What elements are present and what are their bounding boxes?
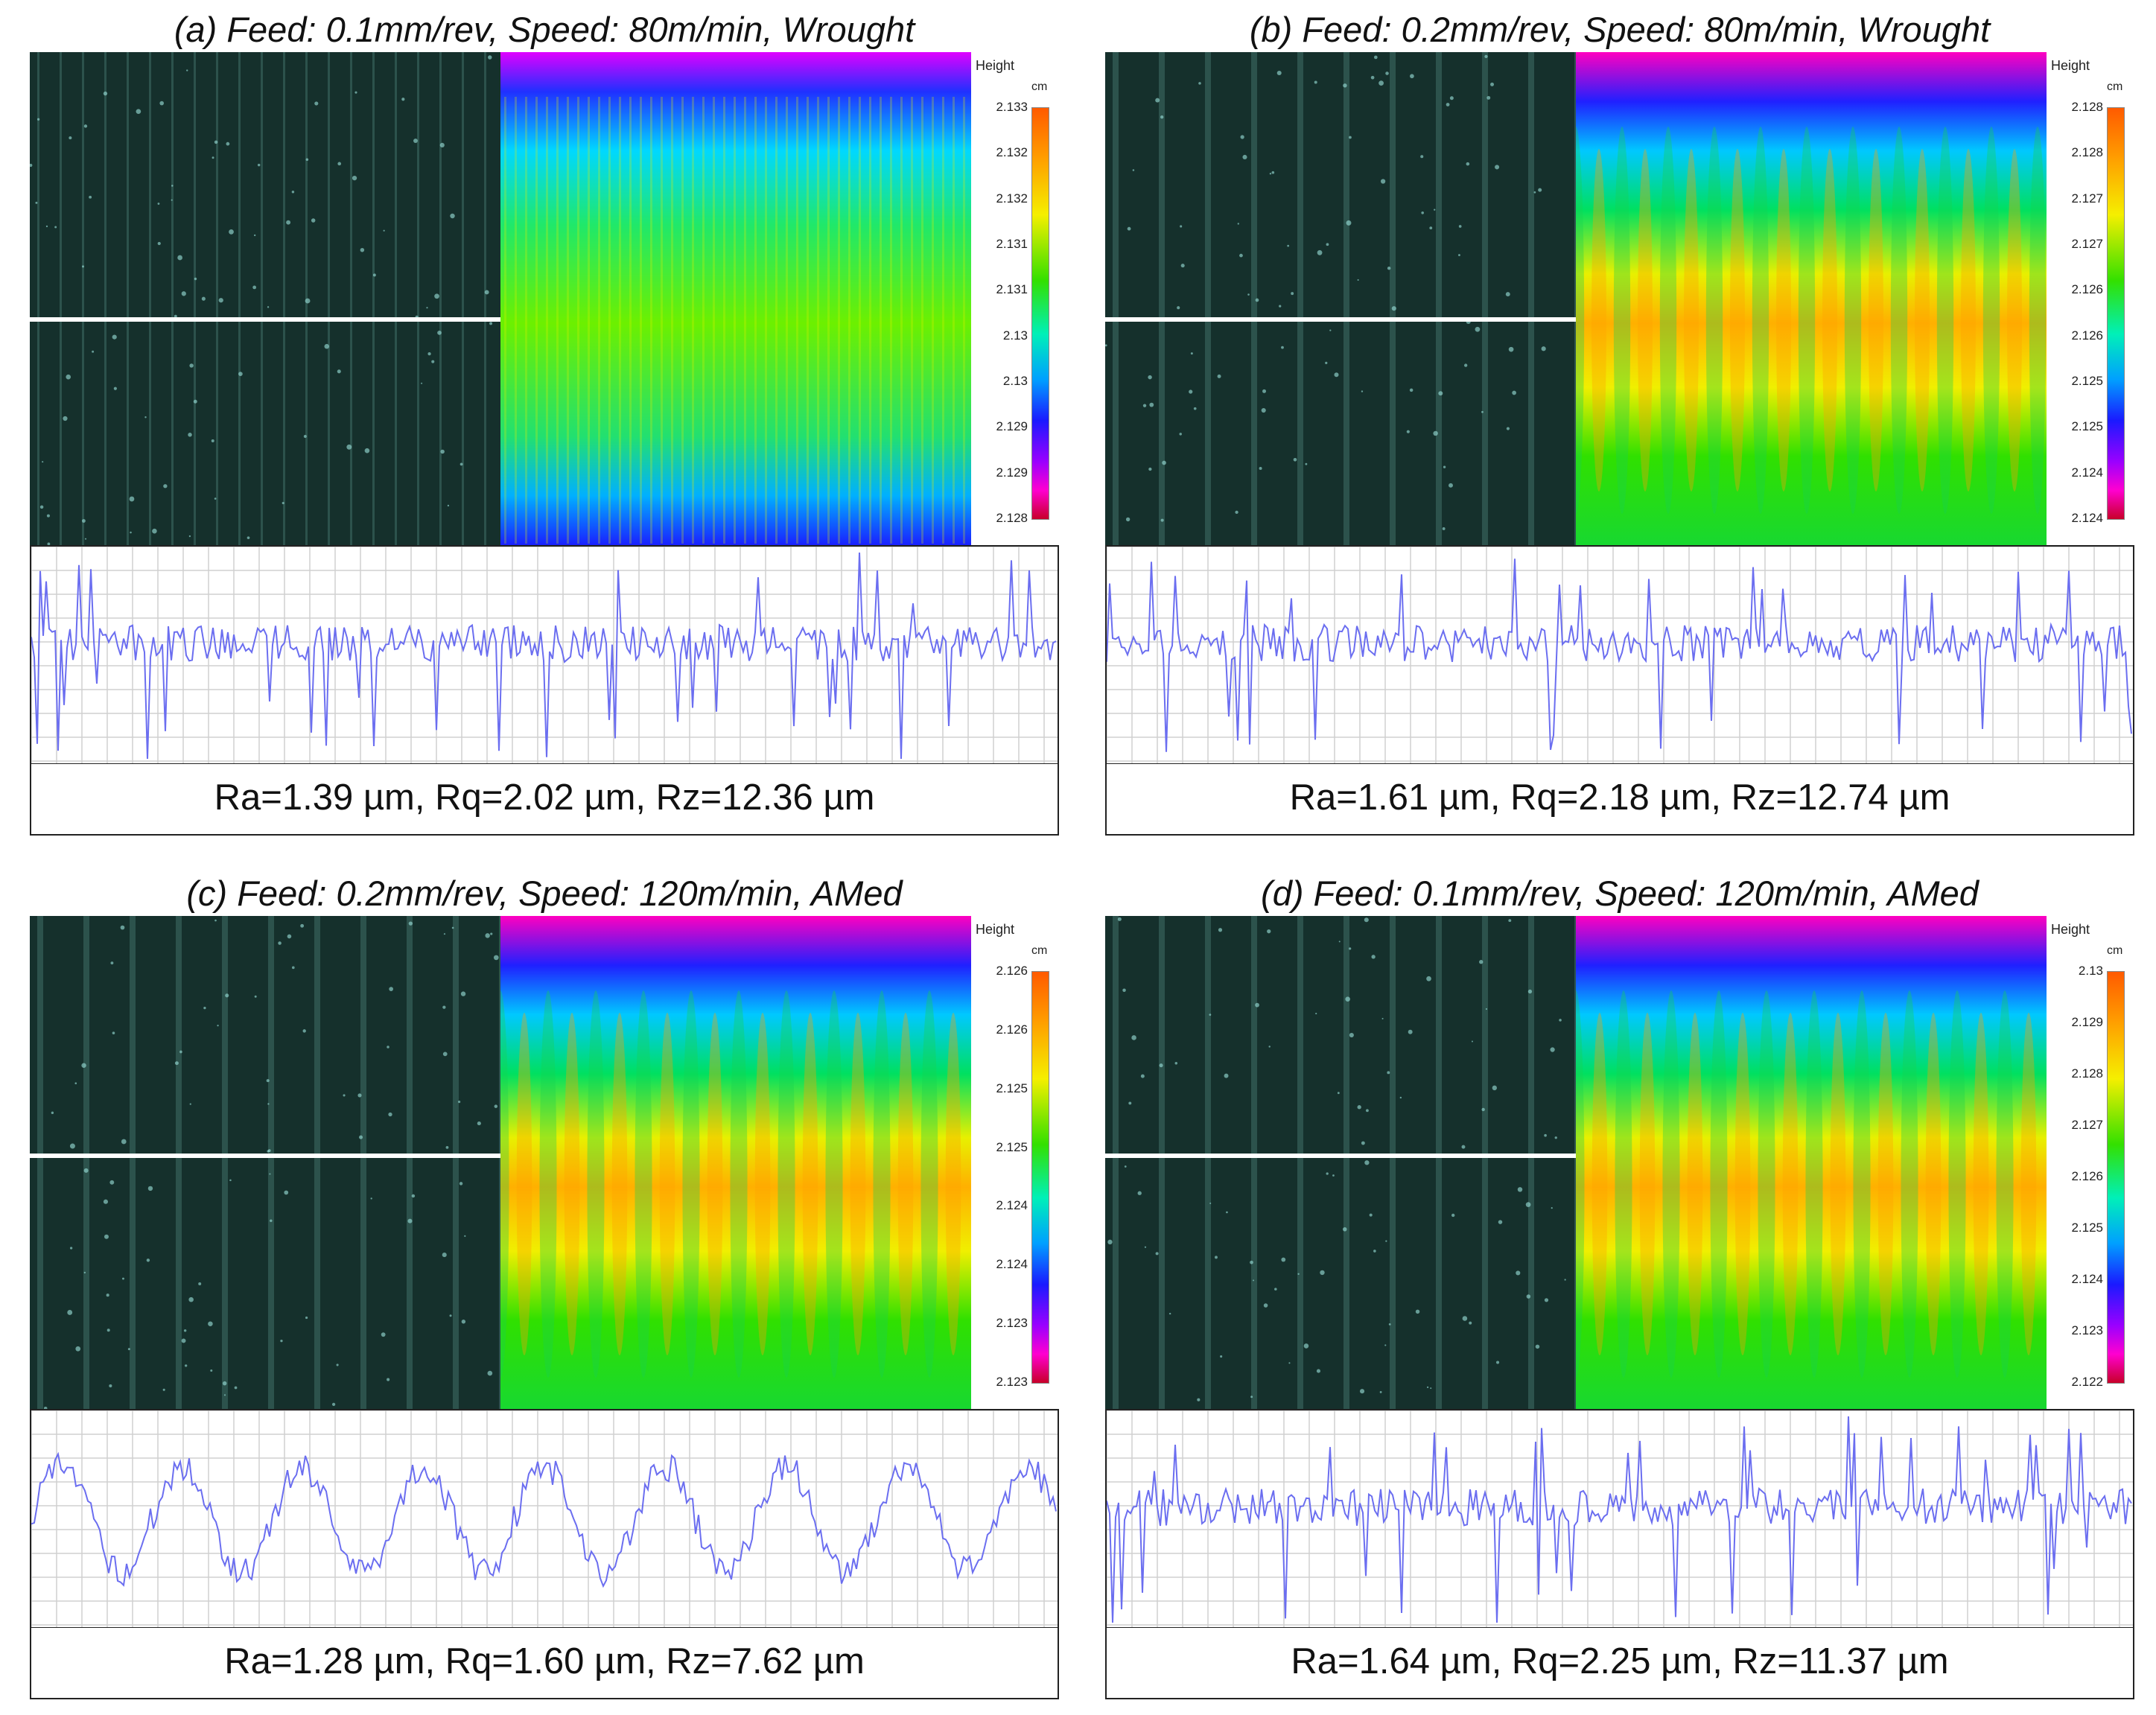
- scale-unit: cm: [2107, 944, 2123, 957]
- height-map-image: [500, 916, 971, 1409]
- roughness-metrics: Ra=1.61 µm, Rq=2.18 µm, Rz=12.74 µm: [1289, 777, 1950, 818]
- scale-title: Height: [976, 58, 1015, 73]
- scale-tick-label: 2.126: [2071, 1169, 2103, 1183]
- scale-tick-label: 2.127: [2071, 1118, 2103, 1132]
- color-scale: Height cm 2.133 2.132 2.132 2.131 2.131 2.13 2…: [974, 52, 1059, 545]
- scale-tick-label: 2.127: [2071, 237, 2103, 251]
- scale-tick-label: 2.131: [996, 237, 1028, 251]
- scale-tick-label: 2.122: [2071, 1375, 2103, 1389]
- micrograph-image: [1105, 916, 1576, 1409]
- scale-tick-label: 2.124: [996, 1257, 1028, 1272]
- scale-tick-label: 2.128: [996, 511, 1028, 525]
- scale-tick-label: 2.124: [996, 1198, 1028, 1213]
- panel-c: (c) Feed: 0.2mm/rev, Speed: 120m/min, AM…: [30, 871, 1059, 1699]
- color-scale: Height cm 2.128 2.128 2.127 2.127 2.126 2.126…: [2050, 52, 2134, 545]
- roughness-profile: Ra=1.28 µm, Rq=1.60 µm, Rz=7.62 µm: [30, 1409, 1059, 1699]
- scale-tick-label: 2.129: [996, 419, 1028, 434]
- roughness-profile: Ra=1.39 µm, Rq=2.02 µm, Rz=12.36 µm: [30, 545, 1059, 836]
- height-map-image: [1576, 52, 2047, 545]
- scale-tick-label: 2.123: [996, 1375, 1028, 1389]
- scale-tick-label: 2.124: [2071, 511, 2103, 525]
- scale-tick-label: 2.13: [1002, 374, 1028, 388]
- scale-tick-label: 2.13: [1002, 328, 1028, 343]
- scale-colorbar: [2107, 107, 2125, 520]
- scale-tick-label: 2.128: [2071, 1066, 2103, 1081]
- scale-tick-label: 2.126: [2071, 328, 2103, 343]
- roughness-metrics: Ra=1.64 µm, Rq=2.25 µm, Rz=11.37 µm: [1291, 1641, 1949, 1681]
- scale-tick-label: 2.125: [2071, 419, 2103, 434]
- scale-title: Height: [2051, 922, 2090, 937]
- scale-tick-label: 2.129: [996, 465, 1028, 480]
- scale-title: Height: [2051, 58, 2090, 73]
- roughness-profile: Ra=1.61 µm, Rq=2.18 µm, Rz=12.74 µm: [1105, 545, 2134, 836]
- panel-title: (b) Feed: 0.2mm/rev, Speed: 80m/min, Wro…: [1249, 10, 1991, 49]
- height-map-image: [1576, 916, 2047, 1409]
- scale-title: Height: [976, 922, 1015, 937]
- micrograph-image: [30, 52, 500, 545]
- panel-title: (a) Feed: 0.1mm/rev, Speed: 80m/min, Wro…: [174, 10, 915, 49]
- scale-tick-label: 2.129: [2071, 1015, 2103, 1029]
- scale-tick-label: 2.124: [2071, 1272, 2103, 1286]
- panel-title: (d) Feed: 0.1mm/rev, Speed: 120m/min, AM…: [1261, 874, 1979, 913]
- scale-tick-label: 2.128: [2071, 145, 2103, 160]
- roughness-metrics: Ra=1.39 µm, Rq=2.02 µm, Rz=12.36 µm: [214, 777, 875, 818]
- roughness-profile: Ra=1.64 µm, Rq=2.25 µm, Rz=11.37 µm: [1105, 1409, 2134, 1699]
- scale-tick-label: 2.123: [2071, 1323, 2103, 1337]
- scale-tick-label: 2.126: [996, 1022, 1028, 1037]
- scale-tick-label: 2.132: [996, 191, 1028, 206]
- micrograph-image: [1105, 52, 1576, 545]
- scale-tick-label: 2.131: [996, 282, 1028, 297]
- scale-colorbar: [2107, 971, 2125, 1384]
- scale-tick-label: 2.125: [996, 1081, 1028, 1095]
- scale-tick-label: 2.126: [996, 964, 1028, 978]
- panel-a: (a) Feed: 0.1mm/rev, Speed: 80m/min, Wro…: [30, 7, 1059, 836]
- micrograph-image: [30, 916, 500, 1409]
- color-scale: Height cm 2.13 2.129 2.128 2.127 2.126 2.125 2…: [2050, 916, 2134, 1409]
- scale-tick-label: 2.125: [2071, 374, 2103, 388]
- scale-tick-label: 2.128: [2071, 100, 2103, 114]
- roughness-metrics: Ra=1.28 µm, Rq=1.60 µm, Rz=7.62 µm: [224, 1641, 865, 1681]
- scale-tick-label: 2.133: [996, 100, 1028, 114]
- panel-b: (b) Feed: 0.2mm/rev, Speed: 80m/min, Wro…: [1105, 7, 2134, 836]
- scale-tick-label: 2.127: [2071, 191, 2103, 206]
- panel-d: (d) Feed: 0.1mm/rev, Speed: 120m/min, AM…: [1105, 871, 2134, 1699]
- scale-tick-label: 2.125: [996, 1139, 1028, 1154]
- scale-colorbar: [1031, 107, 1049, 520]
- scale-tick-label: 2.123: [996, 1316, 1028, 1331]
- height-map-image: [500, 52, 971, 545]
- scale-tick-label: 2.126: [2071, 282, 2103, 297]
- color-scale: Height cm 2.126 2.126 2.125 2.125 2.124 2.124…: [974, 916, 1059, 1409]
- scale-tick-label: 2.124: [2071, 465, 2103, 480]
- scale-unit: cm: [1031, 944, 1048, 957]
- scale-tick-label: 2.125: [2071, 1221, 2103, 1235]
- panel-title: (c) Feed: 0.2mm/rev, Speed: 120m/min, AM…: [186, 874, 903, 913]
- scale-tick-label: 2.132: [996, 145, 1028, 160]
- scale-colorbar: [1031, 971, 1049, 1384]
- scale-tick-label: 2.13: [2078, 964, 2103, 978]
- scale-unit: cm: [1031, 80, 1048, 93]
- scale-unit: cm: [2107, 80, 2123, 93]
